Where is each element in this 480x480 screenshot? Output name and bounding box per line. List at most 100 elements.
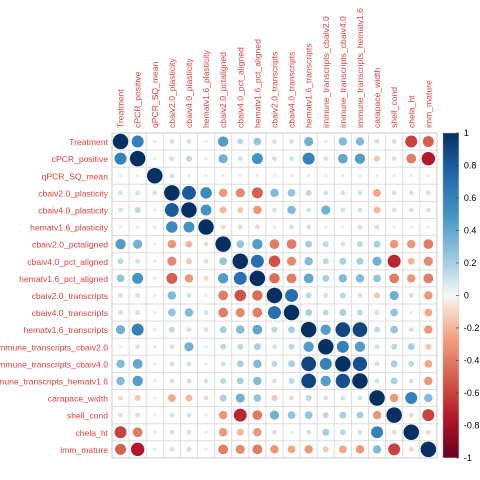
correlation-cell [131, 135, 144, 148]
correlation-cell [423, 239, 434, 250]
correlation-cell [306, 207, 312, 213]
column-label: immune_transcripts_cbaiv2.0 [321, 16, 331, 128]
correlation-cell [405, 392, 418, 405]
correlation-cell [390, 377, 398, 385]
correlation-cell [129, 150, 146, 167]
correlation-cell [186, 327, 192, 333]
correlation-cell [218, 410, 228, 420]
correlation-cell [407, 274, 416, 283]
correlation-cell [153, 208, 157, 212]
correlation-cell [352, 322, 368, 338]
correlation-cell [237, 138, 244, 145]
correlation-cell [374, 224, 380, 230]
row-label: shell_cond [67, 411, 108, 421]
correlation-cell [252, 410, 263, 421]
correlation-cell [374, 155, 381, 162]
correlation-cell [147, 168, 163, 184]
correlation-cell [271, 378, 277, 384]
correlation-cell [420, 441, 437, 458]
correlation-cell [153, 156, 157, 161]
row-label: hematv1.6_pct_aligned [19, 274, 108, 284]
correlation-cell [118, 395, 124, 401]
colorbar-tick-label: 1 [464, 128, 469, 138]
correlation-cell [186, 378, 192, 384]
correlation-cell [391, 429, 397, 435]
correlation-cell [341, 225, 345, 229]
correlation-cell [118, 225, 123, 229]
correlation-cell [391, 343, 398, 350]
correlation-cell [118, 174, 123, 178]
correlation-cell [283, 304, 300, 321]
correlation-cell [425, 343, 432, 350]
correlation-cell [287, 205, 296, 215]
correlation-cell [204, 430, 208, 434]
correlation-cell [135, 292, 141, 298]
colorbar-tick-label: 0.4 [464, 225, 477, 235]
correlation-cell [200, 187, 212, 199]
row-label: imm_mature [60, 445, 108, 455]
correlation-cell [372, 445, 382, 454]
column-label: immune_transcripts_hematv1.6 [355, 8, 365, 128]
correlation-cell [269, 410, 280, 420]
correlation-cell [425, 190, 431, 196]
correlation-cell [164, 185, 180, 201]
correlation-cell [237, 343, 244, 350]
correlation-cell [204, 345, 208, 349]
correlation-cell [322, 446, 329, 453]
correlation-cell [135, 412, 141, 418]
correlation-cell [358, 174, 362, 178]
correlation-cell [426, 174, 431, 178]
correlation-cell [423, 273, 434, 284]
correlation-cell [203, 241, 209, 247]
correlation-cell [115, 238, 126, 250]
correlation-cell [424, 291, 433, 300]
correlation-cell [392, 174, 396, 178]
correlation-cell [354, 341, 366, 352]
correlation-cell [252, 307, 263, 318]
correlation-cell [374, 310, 380, 316]
correlation-cell [166, 272, 178, 284]
correlation-cell [424, 376, 433, 386]
correlation-cell [167, 308, 176, 317]
correlation-cell [303, 341, 314, 352]
correlation-cell [219, 257, 228, 266]
correlation-cell [322, 309, 329, 316]
column-label: cbaiv2.0_plasticity [167, 58, 177, 128]
correlation-cell [186, 412, 192, 418]
correlation-cell [220, 361, 226, 367]
correlation-cell [324, 225, 328, 229]
correlation-cell [408, 378, 414, 384]
correlation-cell [289, 430, 294, 434]
correlation-cell [369, 390, 385, 406]
row-label: cPCR_positive [52, 154, 109, 164]
correlation-cell [169, 344, 175, 350]
correlation-cell [184, 342, 194, 352]
correlation-cell [236, 325, 245, 334]
correlation-cell [152, 190, 158, 196]
correlation-cell [388, 443, 401, 456]
correlation-cell [288, 360, 296, 368]
colorbar: 1 0.8 0.6 0.4 0.2 0 -0.2 -0.4 -0.6 -0.8 -1 [442, 128, 479, 463]
column-label: chela_ht [406, 95, 416, 128]
correlation-cell [269, 239, 280, 250]
correlation-cell [217, 273, 229, 284]
correlation-cell [153, 327, 157, 332]
correlation-cell [408, 327, 414, 333]
correlation-cell [288, 343, 295, 350]
correlation-cell [169, 139, 175, 145]
correlation-cell [235, 307, 245, 318]
row-label: qPCR_SQ_mean [42, 171, 109, 181]
correlation-cell [167, 256, 177, 266]
correlation-cell [323, 156, 329, 162]
correlation-cell [168, 326, 175, 333]
correlation-cell [391, 190, 397, 196]
correlation-cell [391, 207, 397, 213]
correlation-cell [183, 221, 195, 233]
correlation-cell [272, 174, 277, 178]
correlation-cell [300, 321, 317, 338]
correlation-cell [357, 429, 363, 435]
correlation-cell [153, 276, 157, 281]
correlation-cell [324, 174, 328, 178]
correlation-cell [425, 429, 431, 435]
correlation-cell [153, 430, 157, 434]
